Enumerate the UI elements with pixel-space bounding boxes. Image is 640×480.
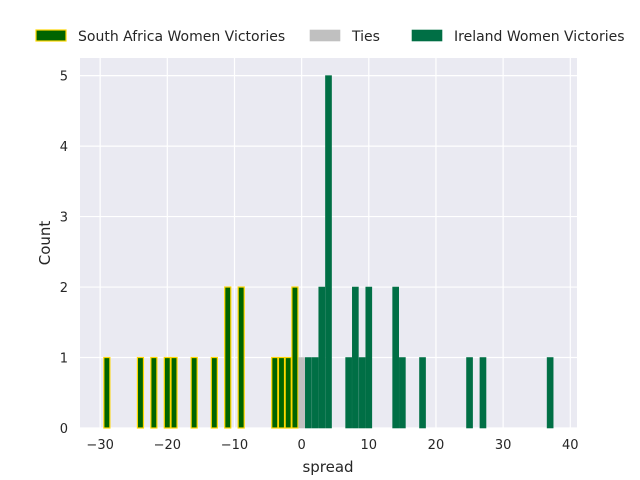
y-tick-labels: 0 1 2 3 4 5	[60, 70, 68, 437]
bar-series-2	[392, 286, 399, 429]
x-tick-label: −20	[154, 438, 181, 453]
bars-group	[103, 75, 554, 429]
legend-swatch	[35, 29, 67, 42]
bar-series-2	[358, 357, 366, 429]
y-tick-label: 1	[60, 352, 68, 367]
bar-series-2	[318, 286, 326, 429]
x-tick-label: −10	[221, 438, 248, 453]
x-tick-label: 20	[428, 438, 445, 453]
bar-series-2	[466, 357, 473, 429]
x-tick-label: 10	[361, 438, 378, 453]
y-tick-label: 4	[60, 140, 68, 155]
bar-series-0	[103, 356, 111, 429]
bar-series-2	[546, 357, 554, 429]
y-axis-label: Count	[36, 221, 54, 266]
bar-series-2	[305, 357, 312, 429]
bar-series-0	[224, 286, 232, 429]
legend-swatch	[309, 29, 341, 42]
y-tick-label: 2	[60, 281, 68, 296]
x-tick-labels: −30 −20 −10 0 10 20 30 40	[86, 438, 578, 453]
bar-series-0	[190, 356, 198, 429]
bar-series-2	[345, 357, 352, 429]
bar-series-0	[271, 356, 279, 429]
bar-series-2	[365, 286, 373, 429]
x-tick-label: −30	[86, 438, 113, 453]
x-axis-label: spread	[302, 458, 353, 476]
bar-series-2	[419, 357, 426, 429]
bar-series-0	[163, 356, 171, 429]
bar-series-0	[237, 286, 245, 429]
y-tick-label: 3	[60, 211, 68, 226]
y-tick-label: 5	[60, 70, 68, 85]
x-tick-label: 30	[495, 438, 512, 453]
legend-label: Ireland Women Victories	[454, 29, 625, 45]
bar-series-0	[136, 356, 145, 429]
bar-series-0	[210, 356, 218, 429]
bar-series-2	[352, 286, 359, 429]
bar-series-0	[277, 356, 286, 429]
bar-series-2	[399, 357, 406, 429]
bar-series-0	[150, 356, 158, 429]
legend-swatch	[411, 29, 443, 42]
y-tick-label: 0	[60, 422, 68, 437]
bar-series-0	[291, 286, 299, 429]
bar-series-1	[298, 357, 305, 429]
bar-series-2	[479, 357, 487, 429]
legend-label: Ties	[351, 29, 380, 45]
bar-series-0	[284, 356, 292, 429]
legend: South Africa Women Victories Ties Ireland …	[35, 29, 625, 45]
x-tick-label: 0	[297, 438, 305, 453]
bar-series-2	[311, 357, 319, 429]
legend-label: South Africa Women Victories	[78, 29, 285, 45]
x-tick-label: 40	[562, 438, 579, 453]
bar-series-2	[325, 75, 332, 429]
bar-series-0	[170, 356, 178, 429]
